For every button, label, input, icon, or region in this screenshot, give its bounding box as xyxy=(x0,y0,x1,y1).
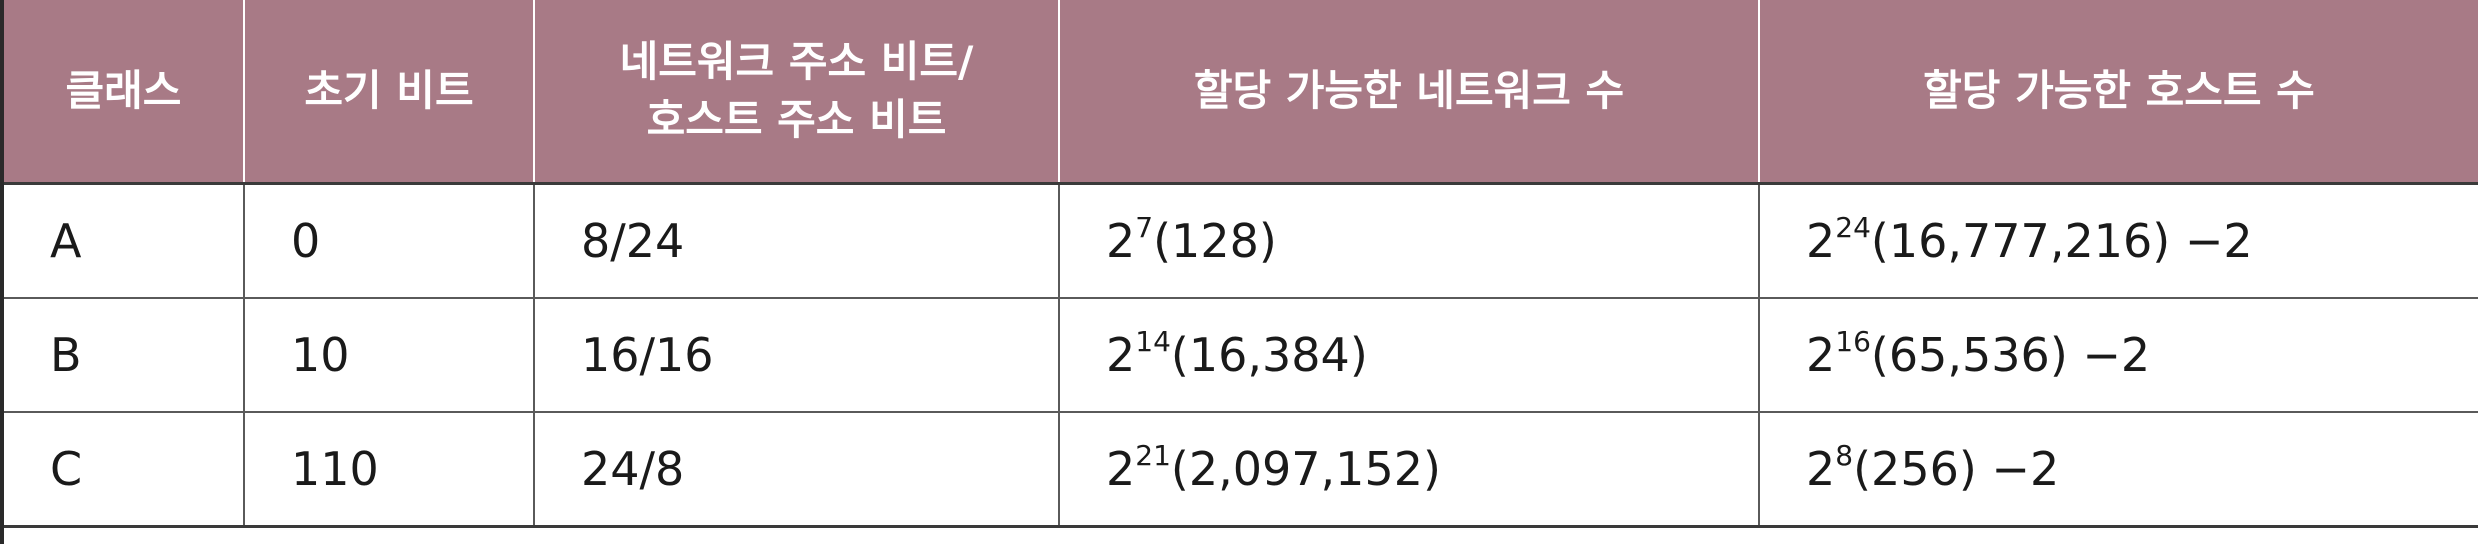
cell-hosts: 216(65,536) −2 xyxy=(1758,298,2478,413)
cell-net-host-bits: 24/8 xyxy=(533,412,1059,528)
table-header: 클래스 초기 비트 네트워크 주소 비트/ 호스트 주소 비트 할당 가능한 네… xyxy=(4,0,2478,184)
networks-base: 2 xyxy=(1106,442,1136,496)
hosts-base: 2 xyxy=(1806,442,1836,496)
header-networks-label: 할당 가능한 네트워크 수 xyxy=(1193,66,1625,115)
header-initial-bits: 초기 비트 xyxy=(243,0,535,184)
networks-exponent: 14 xyxy=(1135,325,1171,358)
header-class-label: 클래스 xyxy=(65,66,182,115)
networks-count: (16,384) xyxy=(1170,328,1368,382)
header-initial-bits-label: 초기 비트 xyxy=(304,66,474,115)
ip-class-table: 클래스 초기 비트 네트워크 주소 비트/ 호스트 주소 비트 할당 가능한 네… xyxy=(4,0,2478,528)
networks-base: 2 xyxy=(1106,214,1136,268)
cell-initial-bits: 110 xyxy=(243,412,534,528)
hosts-exponent: 24 xyxy=(1835,211,1871,244)
table-row: B 10 16/16 214(16,384) 216(65,536) −2 xyxy=(4,298,2478,413)
cell-networks: 221(2,097,152) xyxy=(1058,412,1759,528)
table-body: A 0 8/24 27(128) 224(16,777,216) −2 B 10… xyxy=(4,182,2478,528)
networks-count: (128) xyxy=(1153,214,1277,268)
cell-class: B xyxy=(4,298,244,413)
header-net-host-bits: 네트워크 주소 비트/ 호스트 주소 비트 xyxy=(533,0,1060,184)
cell-networks: 27(128) xyxy=(1058,182,1759,299)
header-class: 클래스 xyxy=(4,0,245,184)
cell-class: C xyxy=(4,412,244,528)
networks-exponent: 7 xyxy=(1135,211,1154,244)
hosts-exponent: 8 xyxy=(1835,439,1854,472)
header-hosts-label: 할당 가능한 호스트 수 xyxy=(1923,66,2315,115)
hosts-base: 2 xyxy=(1806,214,1836,268)
networks-base: 2 xyxy=(1106,328,1136,382)
hosts-exponent: 16 xyxy=(1835,325,1871,358)
hosts-count: (256) −2 xyxy=(1853,442,2060,496)
cell-hosts: 28(256) −2 xyxy=(1758,412,2478,528)
header-net-host-bits-line1: 네트워크 주소 비트/ xyxy=(619,37,974,86)
table-row: C 110 24/8 221(2,097,152) 28(256) −2 xyxy=(4,412,2478,528)
header-networks: 할당 가능한 네트워크 수 xyxy=(1058,0,1760,184)
header-net-host-bits-line2: 호스트 주소 비트 xyxy=(646,95,947,144)
table-row: A 0 8/24 27(128) 224(16,777,216) −2 xyxy=(4,182,2478,299)
hosts-base: 2 xyxy=(1806,328,1836,382)
cell-net-host-bits: 16/16 xyxy=(533,298,1059,413)
networks-count: (2,097,152) xyxy=(1170,442,1441,496)
cell-net-host-bits: 8/24 xyxy=(533,182,1059,299)
hosts-count: (65,536) −2 xyxy=(1870,328,2151,382)
header-row: 클래스 초기 비트 네트워크 주소 비트/ 호스트 주소 비트 할당 가능한 네… xyxy=(4,0,2478,184)
cell-hosts: 224(16,777,216) −2 xyxy=(1758,182,2478,299)
cell-initial-bits: 0 xyxy=(243,182,534,299)
cell-class: A xyxy=(4,182,244,299)
header-hosts: 할당 가능한 호스트 수 xyxy=(1758,0,2478,184)
cell-networks: 214(16,384) xyxy=(1058,298,1759,413)
networks-exponent: 21 xyxy=(1135,439,1171,472)
hosts-count: (16,777,216) −2 xyxy=(1870,214,2253,268)
cell-initial-bits: 10 xyxy=(243,298,534,413)
left-edge-border xyxy=(0,0,4,544)
